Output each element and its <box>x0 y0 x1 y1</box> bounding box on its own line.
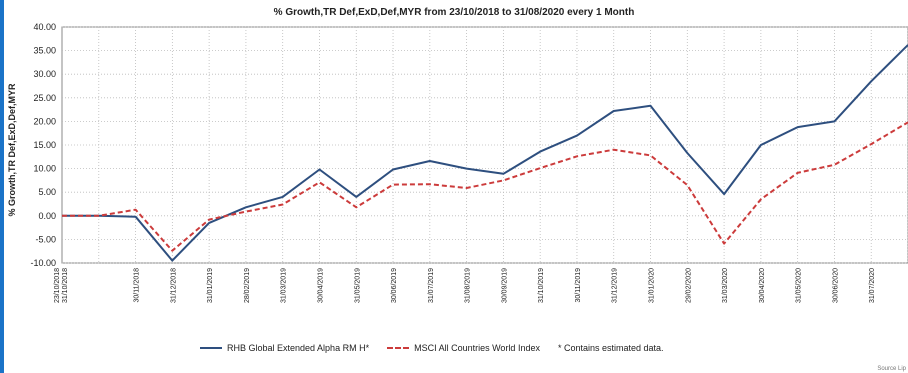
y-tick-label: -5.00 <box>35 234 56 244</box>
series-line-1 <box>62 121 908 252</box>
legend-swatch-solid <box>200 347 222 349</box>
x-tick-label: 23/10/2018 <box>54 268 61 303</box>
legend-item-index: MSCI All Countries World Index <box>387 343 540 353</box>
x-tick-label: 31/12/2018 <box>170 268 177 303</box>
y-tick-label: 0.00 <box>38 211 56 221</box>
x-tick-label: 31/10/2018 <box>62 268 69 303</box>
chart-title: % Growth,TR Def,ExD,Def,MYR from 23/10/2… <box>273 7 635 18</box>
legend-note: * Contains estimated data. <box>557 343 664 353</box>
y-tick-label: 15.00 <box>33 140 56 150</box>
x-tick-label: 30/04/2019 <box>317 268 324 303</box>
x-tick-label: 30/04/2020 <box>759 268 766 303</box>
x-tick-label: 31/08/2019 <box>465 268 472 303</box>
source-text: Source Lip <box>877 366 906 372</box>
x-tick-label: 31/03/2019 <box>281 268 288 303</box>
x-tick-label: 30/11/2019 <box>575 268 582 303</box>
legend-item-note: * Contains estimated data. <box>558 343 664 353</box>
x-tick-label: 28/02/2019 <box>244 268 251 303</box>
x-tick-label: 31/10/2019 <box>538 268 545 303</box>
y-tick-label: 10.00 <box>33 164 56 174</box>
x-tick-label: 31/07/2019 <box>428 268 435 303</box>
x-tick-label: 30/06/2020 <box>832 268 839 303</box>
legend: RHB Global Extended Alpha RM H* MSCI All… <box>200 343 682 353</box>
y-tick-label: 35.00 <box>33 46 56 56</box>
y-tick-label: 25.00 <box>33 93 56 103</box>
legend-label-index: MSCI All Countries World Index <box>414 343 540 353</box>
x-tick-label: 30/11/2018 <box>134 268 141 303</box>
legend-swatch-dashed <box>387 347 410 349</box>
legend-label-fund: RHB Global Extended Alpha RM H* <box>227 343 370 353</box>
x-tick-label: 31/05/2020 <box>796 268 803 303</box>
x-tick-label: 31/05/2019 <box>354 268 361 303</box>
y-tick-labels: 40.00 35.00 30.00 25.00 20.00 15.00 10.00 5.00 0… <box>30 22 56 268</box>
x-tick-label: 31/03/2020 <box>722 268 729 303</box>
y-tick-label: 40.00 <box>33 22 56 32</box>
y-tick-label: 5.00 <box>38 187 56 197</box>
x-tick-label: 31/01/2019 <box>207 268 214 303</box>
series-lines <box>62 44 908 262</box>
x-tick-label: 29/02/2020 <box>685 268 692 303</box>
x-tick-label: 30/06/2019 <box>391 268 398 303</box>
grid-lines <box>61 26 908 264</box>
y-tick-label: 20.00 <box>33 116 56 126</box>
legend-item-fund: RHB Global Extended Alpha RM H* <box>200 343 369 353</box>
x-tick-label: 31/07/2020 <box>869 268 876 303</box>
x-tick-label: 31/12/2019 <box>612 268 619 303</box>
x-tick-label: 31/01/2020 <box>649 268 656 303</box>
y-tick-label: 30.00 <box>33 69 56 79</box>
series-line-0 <box>62 44 908 262</box>
x-tick-labels: 23/10/2018 31/10/2018 30/11/2018 31/12/2018… <box>54 268 876 303</box>
left-accent-bar <box>0 0 4 373</box>
y-tick-label: -10.00 <box>30 258 56 268</box>
x-tick-label: 30/09/2019 <box>501 268 508 303</box>
